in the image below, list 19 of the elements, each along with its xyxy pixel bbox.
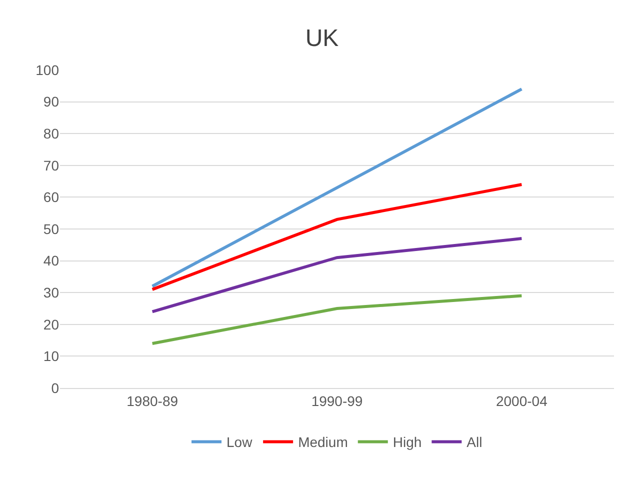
y-tick-label: 90 [43, 94, 60, 110]
chart-title: UK [305, 24, 339, 52]
y-tick-label: 50 [43, 220, 60, 237]
y-tick-label: 70 [43, 157, 60, 174]
legend-label: Low [226, 434, 254, 450]
x-tick-label: 1980-89 [126, 392, 178, 409]
y-tick-label: 20 [43, 316, 60, 332]
legend-label: Medium [298, 434, 348, 450]
x-tick-label: 2000-04 [496, 392, 548, 409]
y-tick-label: 40 [43, 252, 60, 269]
legend-label: High [392, 434, 422, 450]
y-tick-label: 60 [43, 189, 60, 206]
legend-label: All [466, 434, 482, 450]
y-tick-label: 80 [43, 126, 60, 142]
y-tick-label: 10 [43, 348, 60, 364]
x-tick-label: 1990-99 [311, 392, 363, 409]
y-tick-label: 30 [43, 284, 60, 300]
y-tick-label: 100 [36, 62, 60, 78]
y-tick-label: 0 [51, 380, 60, 396]
